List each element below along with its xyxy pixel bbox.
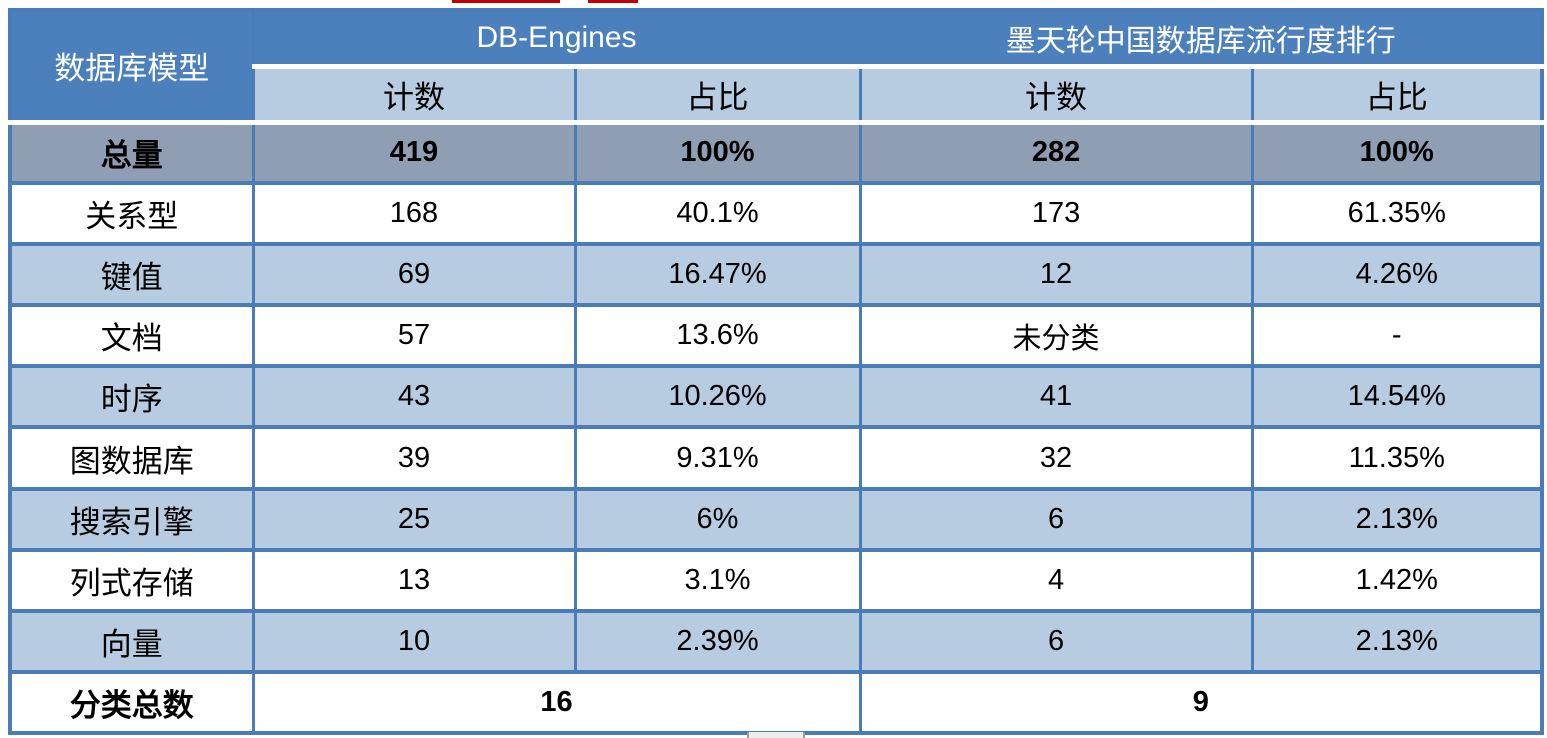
cell-de-count: 39 bbox=[251, 425, 577, 491]
table-row-document: 文档 57 13.6% 未分类 - bbox=[8, 303, 1544, 369]
cell-mt-pct: 14.54% bbox=[1250, 364, 1544, 430]
cell-de-pct: 40.1% bbox=[573, 181, 862, 247]
header-row-subcolumns: 计数 占比 计数 占比 bbox=[10, 66, 1544, 125]
cell-de-count: 419 bbox=[251, 119, 577, 186]
table-row-relational: 关系型 168 40.1% 173 61.35% bbox=[8, 181, 1544, 247]
cell-mt-pct: 2.13% bbox=[1250, 608, 1544, 674]
cell-model: 向量 bbox=[8, 608, 255, 674]
top-red-underline-artifact bbox=[588, 0, 638, 3]
cell-de-count: 168 bbox=[251, 181, 577, 247]
cell-mt-count: 282 bbox=[858, 119, 1254, 186]
bottom-scrollbar-stub bbox=[747, 732, 805, 738]
top-red-underline-artifact bbox=[452, 0, 560, 3]
cell-de-pct: 3.1% bbox=[573, 547, 862, 613]
cell-de-pct: 6% bbox=[573, 486, 862, 552]
cell-de-count: 13 bbox=[251, 547, 577, 613]
cell-mt-count: 6 bbox=[858, 486, 1254, 552]
cell-de-count: 10 bbox=[251, 608, 577, 674]
table-row-search-engine: 搜索引擎 25 6% 6 2.13% bbox=[8, 486, 1544, 552]
table-row-category-totals: 分类总数 16 9 bbox=[8, 669, 1544, 736]
cell-de-pct: 2.39% bbox=[573, 608, 862, 674]
cell-de-count: 57 bbox=[251, 303, 577, 369]
cell-mt-pct: 100% bbox=[1250, 119, 1544, 186]
cell-de-pct: 100% bbox=[573, 119, 862, 186]
cell-footer-label: 分类总数 bbox=[8, 669, 255, 736]
cell-mt-category-total: 9 bbox=[858, 669, 1544, 736]
cell-mt-pct: 1.42% bbox=[1250, 547, 1544, 613]
cell-model: 总量 bbox=[8, 119, 255, 186]
table-row-column-store: 列式存储 13 3.1% 4 1.42% bbox=[8, 547, 1544, 613]
cell-de-pct: 10.26% bbox=[573, 364, 862, 430]
header-row-groups: 数据库模型 DB-Engines 墨天轮中国数据库流行度排行 bbox=[8, 10, 1544, 125]
header-de-count: 计数 bbox=[251, 66, 577, 125]
header-model-column: 数据库模型 bbox=[8, 10, 255, 125]
cell-model: 图数据库 bbox=[8, 425, 255, 491]
header-group-motianlun: 墨天轮中国数据库流行度排行 bbox=[858, 10, 1544, 69]
comparison-table-wrapper: 数据库模型 DB-Engines 墨天轮中国数据库流行度排行 计数 占比 计数 … bbox=[8, 8, 1545, 736]
cell-model: 列式存储 bbox=[8, 547, 255, 613]
cell-model: 搜索引擎 bbox=[8, 486, 255, 552]
table-row-time-series: 时序 43 10.26% 41 14.54% bbox=[8, 364, 1544, 430]
header-de-pct: 占比 bbox=[573, 66, 862, 125]
cell-mt-pct: 61.35% bbox=[1250, 181, 1544, 247]
cell-de-category-total: 16 bbox=[251, 669, 862, 736]
table-row-total: 总量 419 100% 282 100% bbox=[8, 119, 1544, 186]
cell-mt-count: 41 bbox=[858, 364, 1254, 430]
cell-mt-count: 未分类 bbox=[858, 303, 1254, 369]
cell-model: 文档 bbox=[8, 303, 255, 369]
header-mt-pct: 占比 bbox=[1250, 66, 1544, 125]
cell-model: 时序 bbox=[8, 364, 255, 430]
header-mt-count: 计数 bbox=[858, 66, 1254, 125]
cell-mt-count: 6 bbox=[858, 608, 1254, 674]
cell-mt-count: 32 bbox=[858, 425, 1254, 491]
cell-mt-pct: - bbox=[1250, 303, 1544, 369]
cell-mt-pct: 2.13% bbox=[1250, 486, 1544, 552]
cell-de-pct: 9.31% bbox=[573, 425, 862, 491]
cell-de-count: 25 bbox=[251, 486, 577, 552]
cell-mt-count: 4 bbox=[858, 547, 1254, 613]
table-row-key-value: 键值 69 16.47% 12 4.26% bbox=[8, 242, 1544, 308]
cell-model: 键值 bbox=[8, 242, 255, 308]
cell-model: 关系型 bbox=[8, 181, 255, 247]
cell-de-pct: 13.6% bbox=[573, 303, 862, 369]
table-row-graph: 图数据库 39 9.31% 32 11.35% bbox=[8, 425, 1544, 491]
cell-mt-pct: 4.26% bbox=[1250, 242, 1544, 308]
header-group-db-engines: DB-Engines bbox=[251, 10, 862, 69]
cell-mt-count: 173 bbox=[858, 181, 1254, 247]
cell-mt-pct: 11.35% bbox=[1250, 425, 1544, 491]
database-model-comparison-table: 数据库模型 DB-Engines 墨天轮中国数据库流行度排行 计数 占比 计数 … bbox=[8, 8, 1545, 736]
table-row-vector: 向量 10 2.39% 6 2.13% bbox=[8, 608, 1544, 674]
cell-de-count: 43 bbox=[251, 364, 577, 430]
cell-mt-count: 12 bbox=[858, 242, 1254, 308]
cell-de-count: 69 bbox=[251, 242, 577, 308]
cell-de-pct: 16.47% bbox=[573, 242, 862, 308]
